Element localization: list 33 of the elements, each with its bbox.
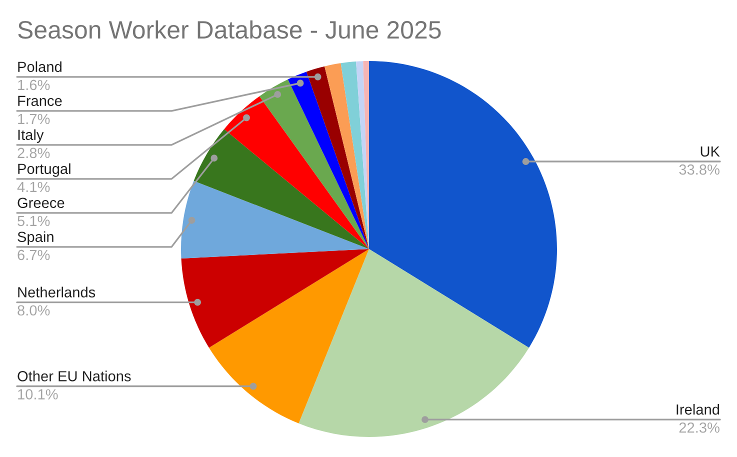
pie-slice: [298, 249, 529, 437]
pie-slice: [306, 66, 369, 249]
slice-label: UK: [700, 146, 720, 157]
slice-label: Poland: [18, 61, 62, 72]
data-label: 22.3%: [679, 422, 720, 433]
data-label: 5.1%: [18, 216, 50, 226]
pie-slice: [369, 61, 557, 348]
pie-slice: [194, 129, 369, 249]
slice-label: Italy: [18, 129, 44, 143]
data-label: 1.7%: [18, 114, 50, 124]
slice-label: Netherlands: [18, 286, 96, 298]
pie-slice: [181, 180, 369, 258]
pie-slice: [288, 72, 369, 249]
pie-slice: [209, 249, 369, 424]
slice-label: Greece: [18, 198, 64, 208]
data-label: 33.8%: [679, 164, 720, 175]
data-label: 4.1%: [17, 182, 50, 192]
pie-slice: [340, 61, 369, 249]
slice-label: Spain: [18, 231, 54, 245]
pie-slice: [324, 63, 369, 249]
data-label: 8.0%: [18, 305, 50, 316]
chart-title: Season Worker Database - June 2025: [18, 20, 441, 39]
data-label: 10.1%: [18, 389, 58, 400]
pie-slice: [224, 96, 369, 249]
data-label: 1.6%: [18, 80, 50, 90]
data-label: 6.7%: [18, 250, 50, 260]
slice-label: Portugal: [18, 163, 70, 177]
pie-slice: [259, 79, 369, 249]
slice-label: France: [18, 96, 62, 106]
slice-label: Ireland: [676, 404, 720, 415]
pie-slice: [181, 249, 369, 348]
slice-label: Other EU Nations: [18, 370, 131, 382]
data-label: 2.8%: [18, 148, 50, 158]
